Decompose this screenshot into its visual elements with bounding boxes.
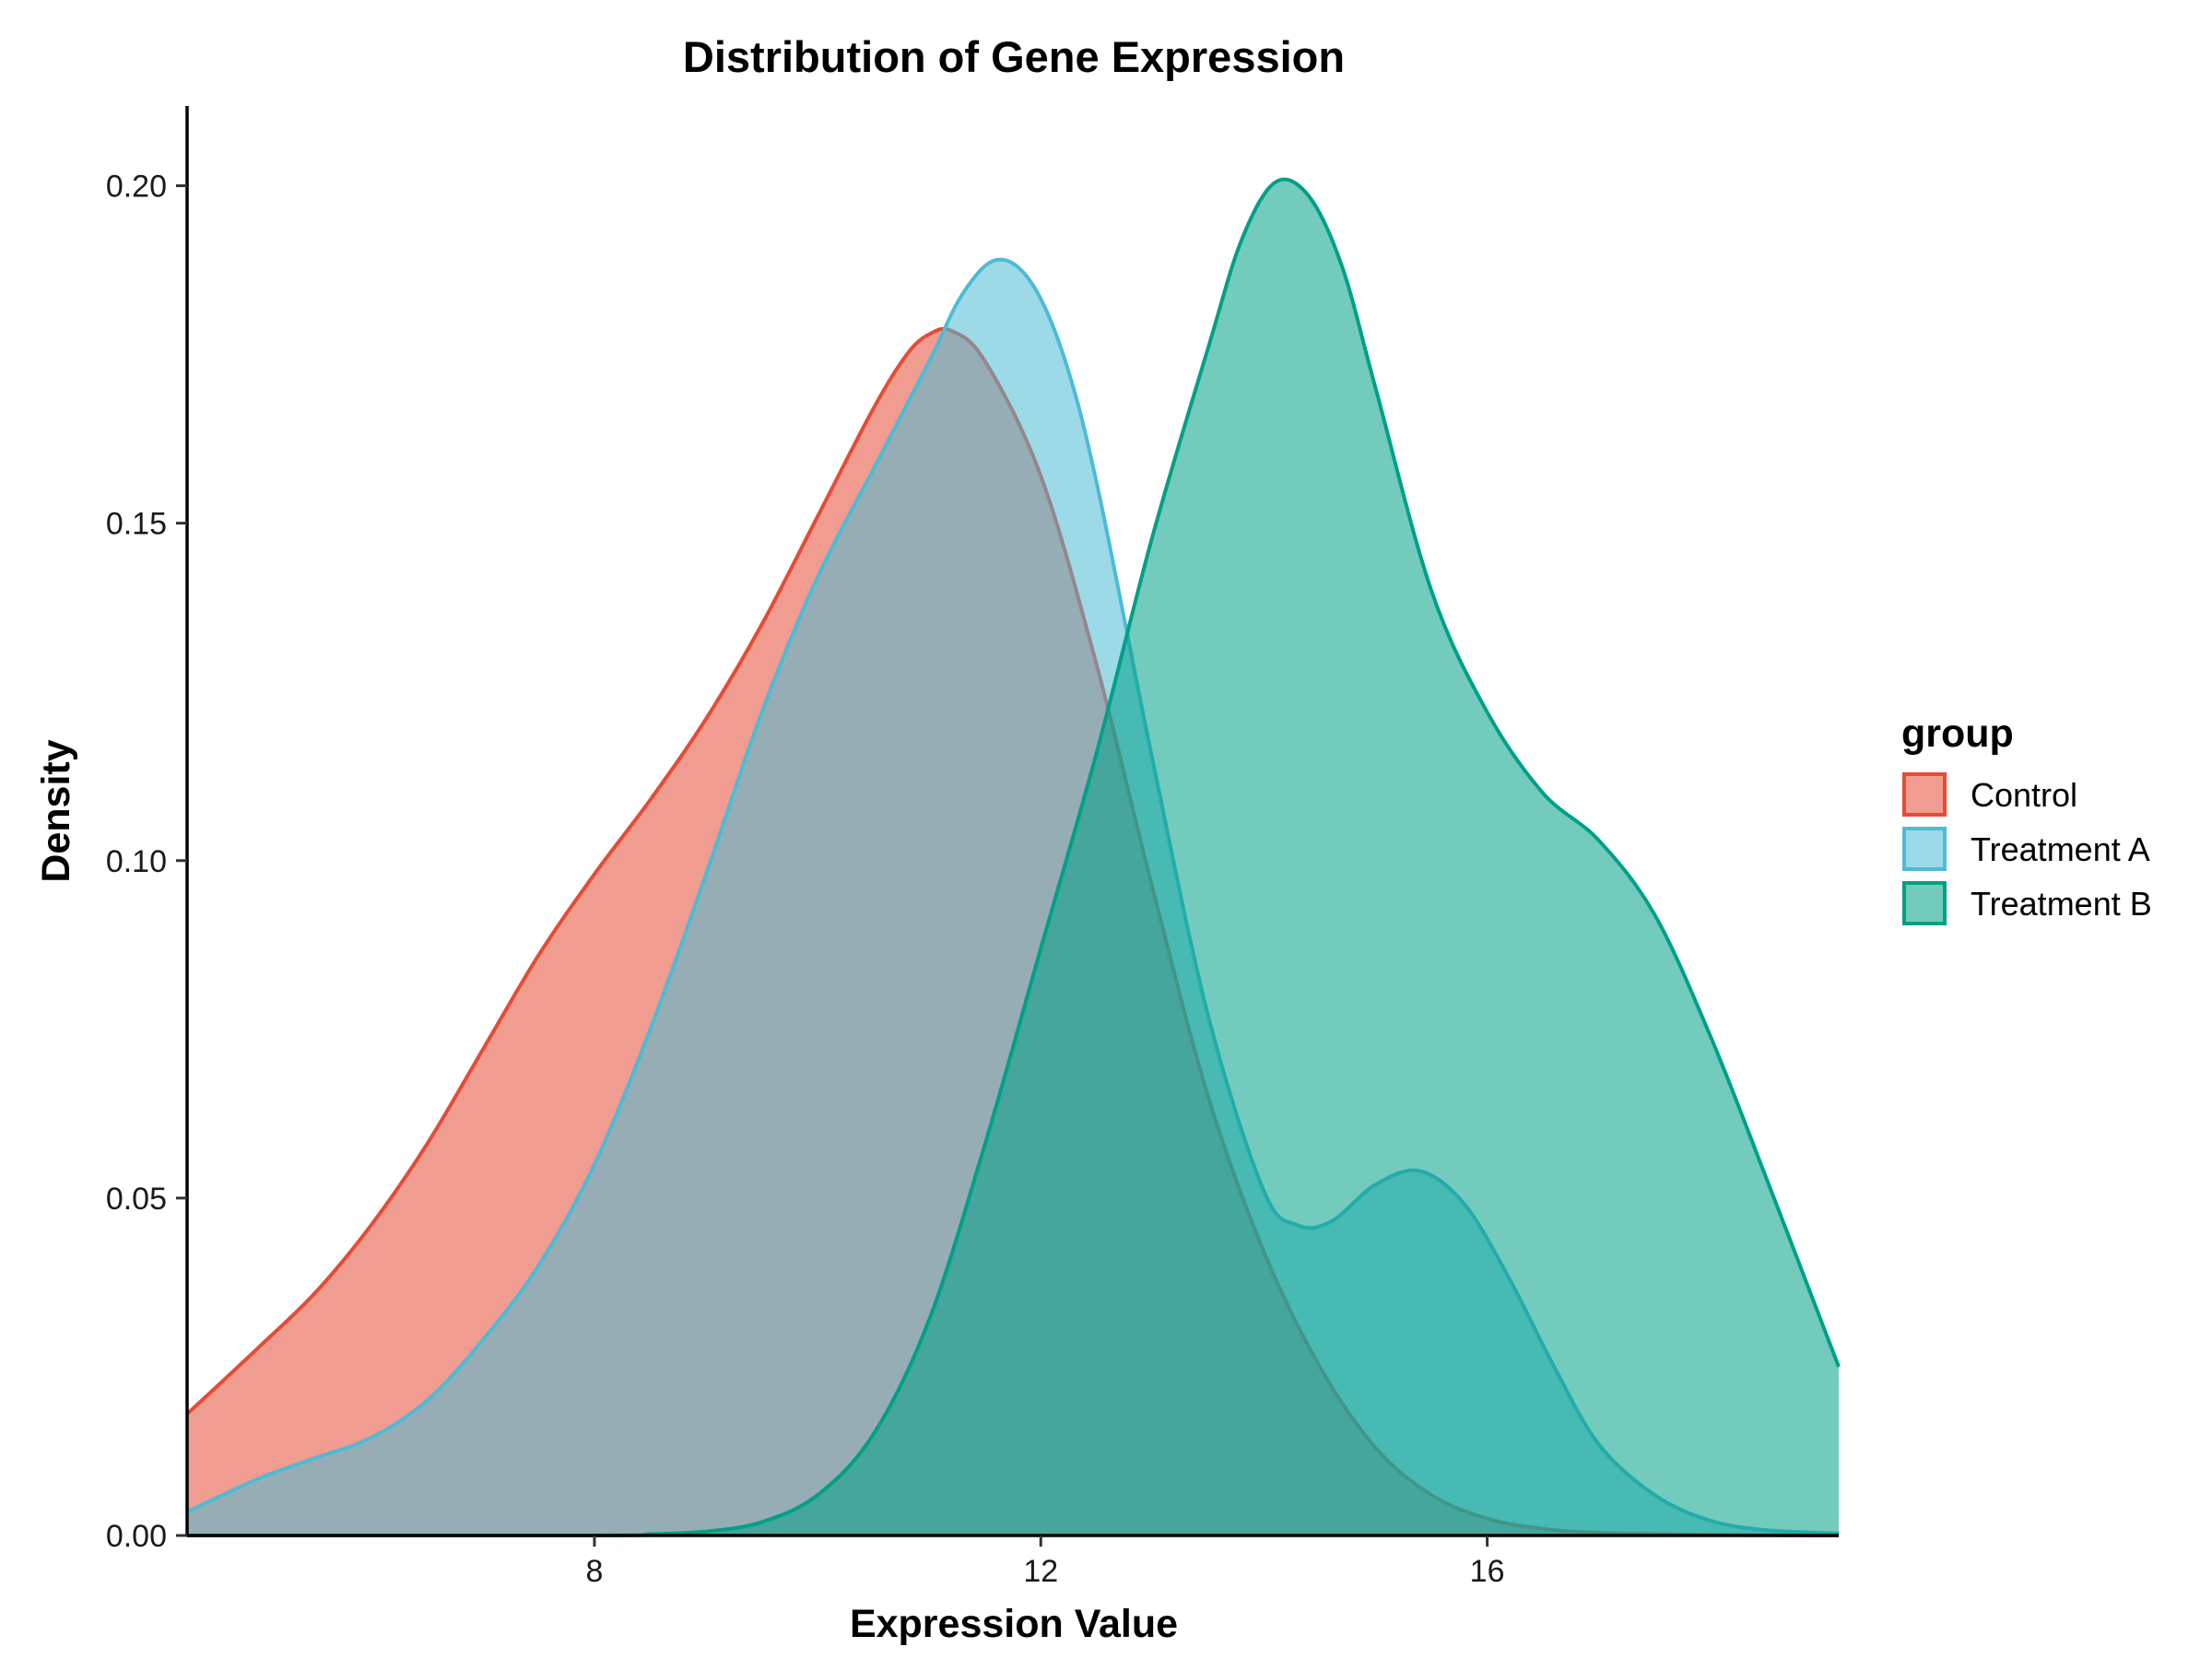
legend-label-treatment-b: Treatment B [1971,885,2152,923]
legend-swatch-control [1902,772,1947,817]
density-area-treatment-b [187,179,1839,1535]
y-axis-ticks: 0.00 0.05 0.10 0.15 0.20 [106,170,187,1554]
y-tick-label: 0.15 [106,507,167,542]
plot-area [185,177,1841,1538]
legend-items: Control Treatment A Treatment B [1902,772,2152,925]
x-axis-ticks: 8 12 16 [585,1535,1505,1589]
legend-swatch-treatment-a [1902,827,1947,871]
x-tick-label: 12 [1023,1554,1058,1589]
density-line-treatment-b [186,177,1841,1538]
y-tick-label: 0.00 [106,1519,167,1554]
legend-title: group [1901,712,2014,756]
chart-title: Distribution of Gene Expression [683,32,1345,81]
y-tick-label: 0.05 [106,1182,167,1217]
x-tick-label: 16 [1470,1554,1505,1589]
x-axis-title: Expression Value [850,1602,1178,1646]
legend-label-control: Control [1971,776,2077,814]
legend-swatch-treatment-b [1902,881,1947,925]
y-tick-label: 0.10 [106,844,167,879]
y-tick-label: 0.20 [106,170,167,205]
legend: group Control Treatment A Treatment B [1901,712,2152,925]
legend-label-treatment-a: Treatment A [1971,830,2150,868]
x-tick-label: 8 [585,1554,603,1589]
y-axis-title: Density [34,739,78,882]
